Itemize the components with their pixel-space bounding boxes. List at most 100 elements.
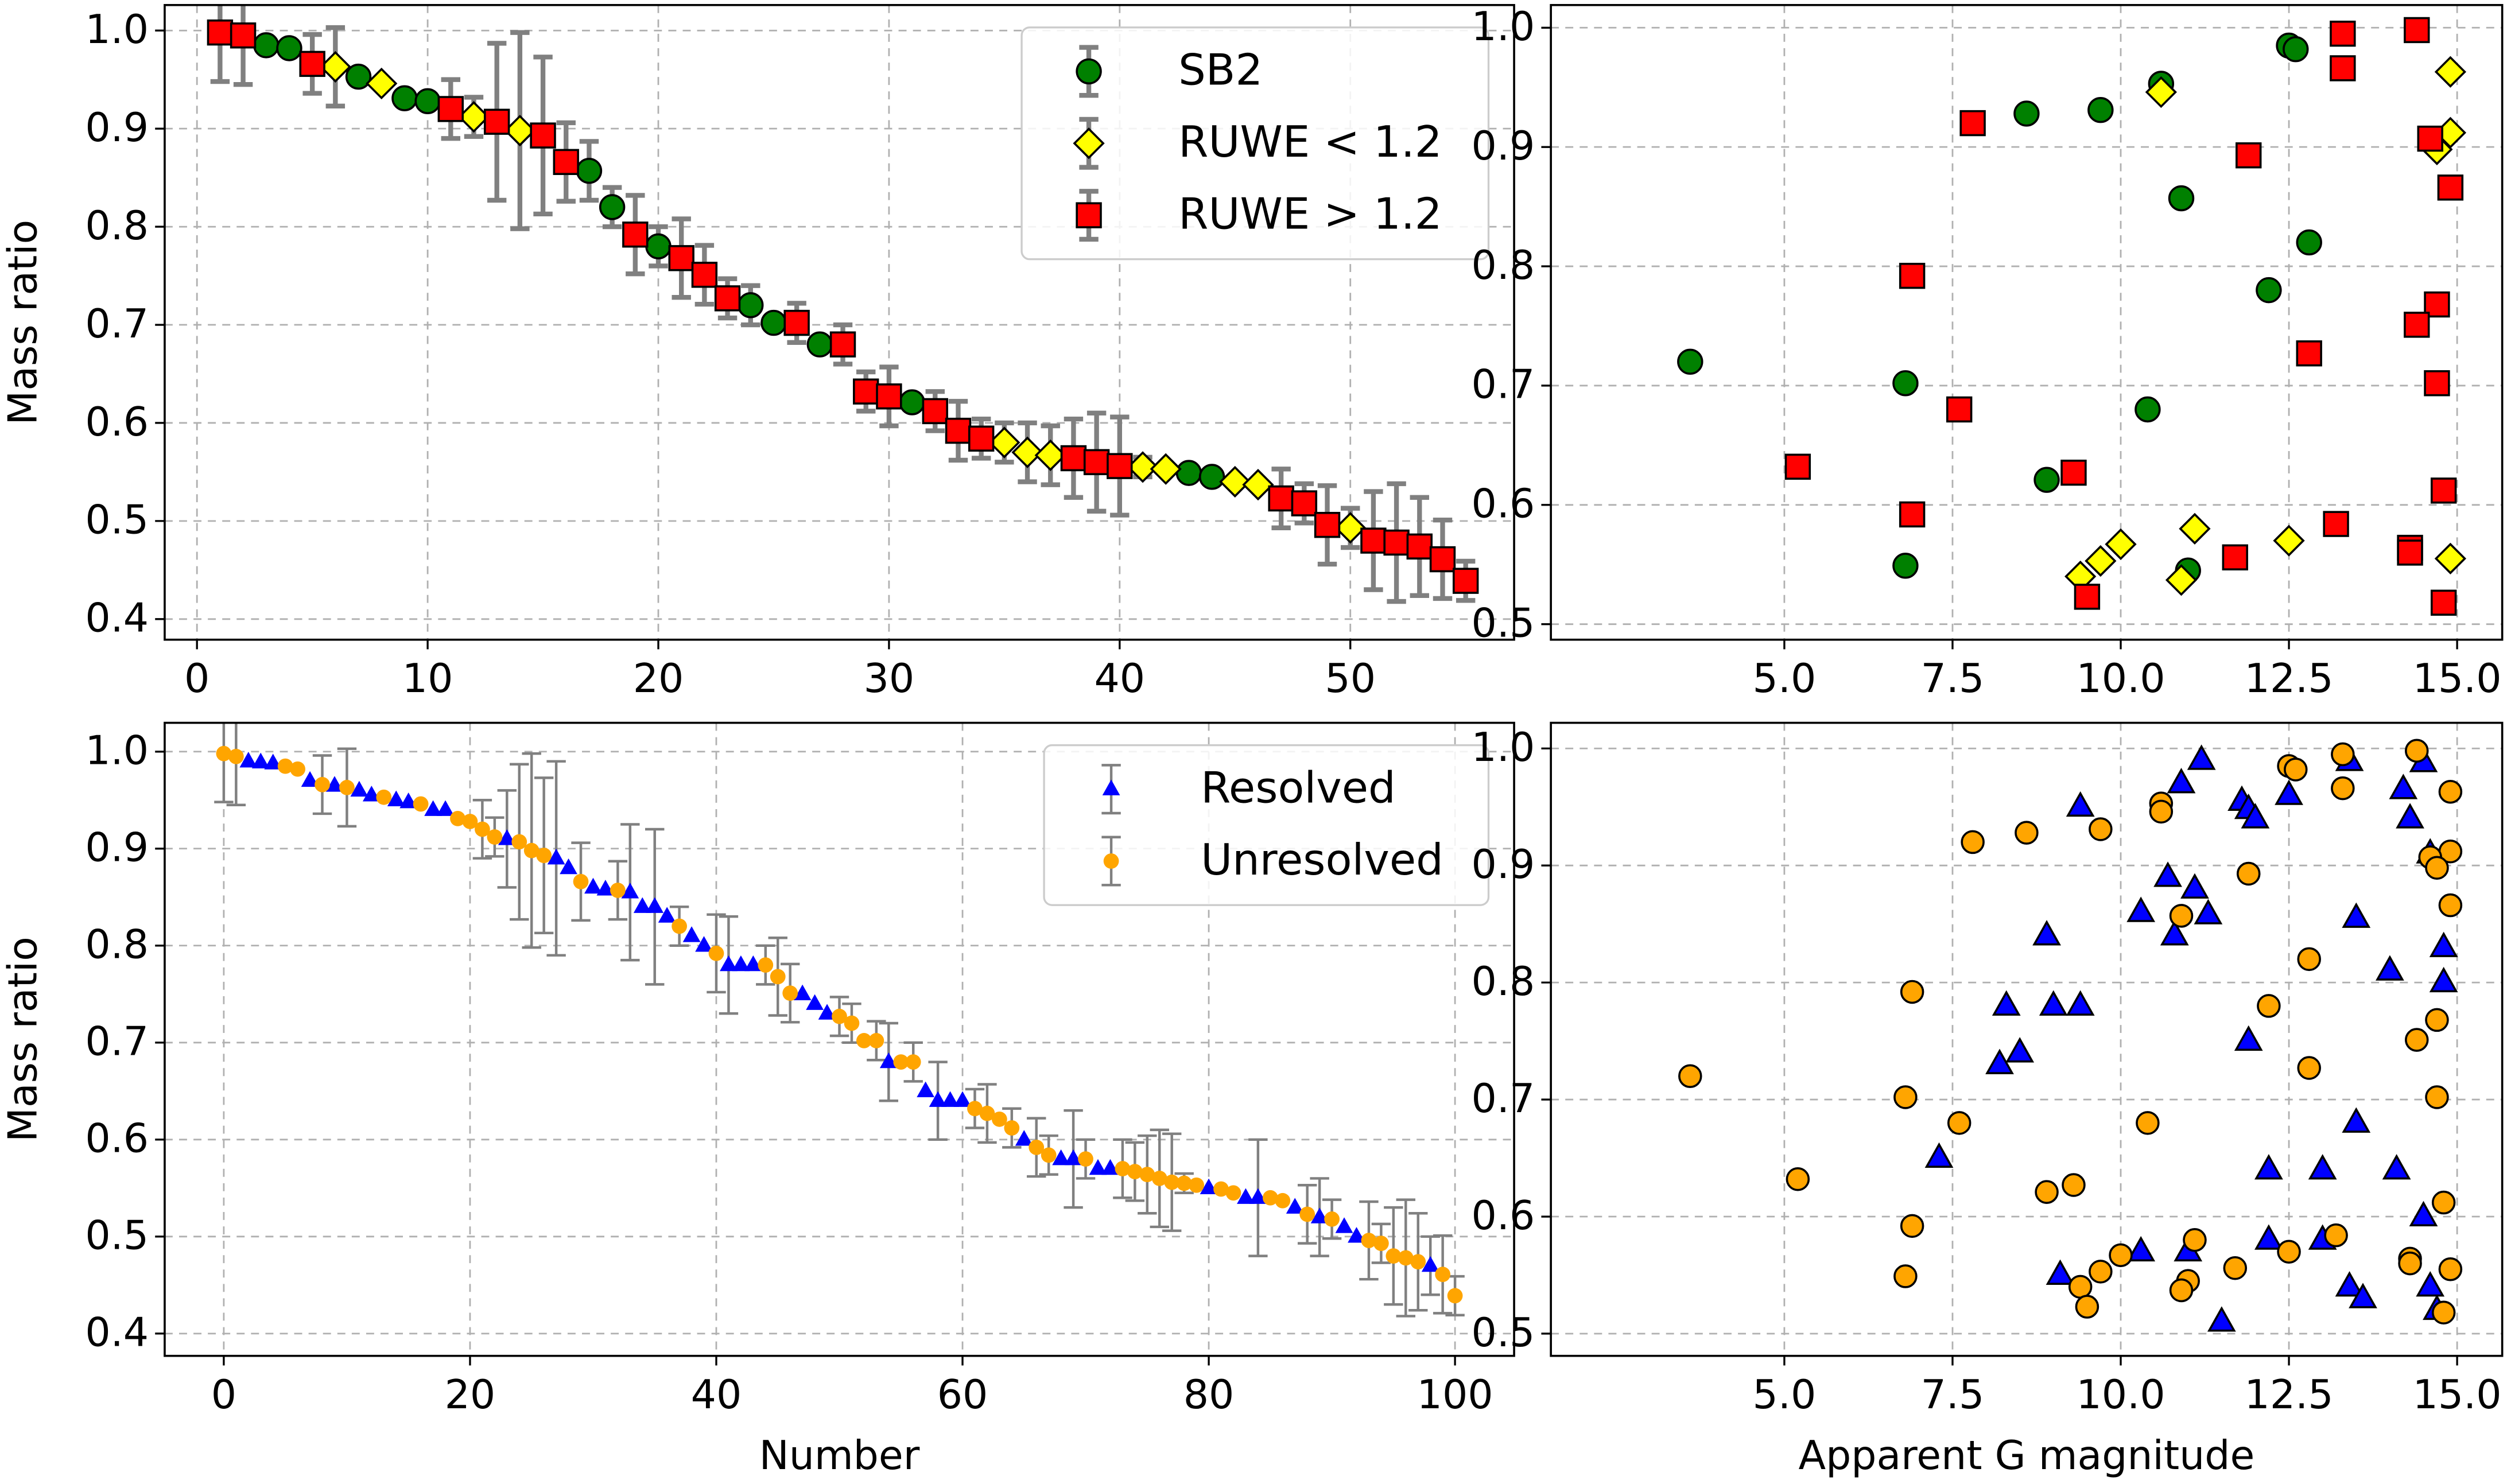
- y-tick-label: 0.4: [85, 595, 149, 642]
- marker: [207, 19, 234, 46]
- marker: [2389, 774, 2418, 799]
- marker: [2425, 856, 2449, 880]
- marker: [2430, 477, 2457, 504]
- marker: [899, 389, 925, 415]
- marker: [1893, 1264, 1918, 1288]
- x-tick-label: 40: [691, 1372, 742, 1418]
- marker: [2109, 1243, 2133, 1268]
- marker: [573, 873, 589, 889]
- marker: [708, 945, 724, 961]
- y-tick-label: 0.8: [85, 203, 149, 249]
- marker: [829, 331, 856, 358]
- marker: [2331, 742, 2355, 767]
- marker: [793, 984, 812, 1000]
- marker: [1892, 370, 1919, 397]
- marker: [2409, 1201, 2438, 1226]
- marker: [2180, 873, 2209, 899]
- x-tick-label: 7.5: [1921, 655, 1985, 702]
- legend-marker: [1076, 202, 1102, 228]
- marker: [1127, 1164, 1143, 1179]
- marker: [1262, 1190, 1278, 1206]
- marker: [2236, 142, 2262, 169]
- marker: [806, 994, 824, 1010]
- marker: [277, 758, 293, 774]
- y-tick-label: 0.9: [85, 104, 149, 151]
- axes-frame: [164, 721, 1515, 1357]
- marker: [2424, 370, 2450, 397]
- marker: [345, 63, 372, 90]
- legend-marker: [1102, 779, 1120, 795]
- marker: [1064, 1149, 1082, 1166]
- marker: [720, 955, 738, 972]
- marker: [988, 426, 1020, 459]
- marker: [2297, 1056, 2321, 1080]
- marker: [462, 814, 478, 829]
- marker: [1139, 1167, 1155, 1183]
- legend-label: Resolved: [1201, 762, 1396, 813]
- marker: [2324, 1223, 2348, 1248]
- marker: [253, 32, 280, 59]
- marker: [511, 834, 527, 850]
- marker: [2223, 1256, 2248, 1280]
- marker: [299, 50, 325, 77]
- marker: [2342, 1107, 2371, 1133]
- marker: [475, 821, 490, 837]
- marker: [695, 936, 713, 952]
- marker: [2323, 511, 2349, 537]
- marker: [2404, 17, 2430, 44]
- marker: [2087, 97, 2114, 123]
- marker: [818, 1004, 836, 1020]
- x-tick-label: 0: [184, 655, 209, 702]
- marker: [1324, 1211, 1340, 1227]
- marker: [621, 883, 639, 899]
- marker: [1286, 1198, 1304, 1214]
- marker: [1677, 348, 1703, 375]
- marker: [2331, 776, 2355, 801]
- y-tick-label: 0.9: [85, 825, 149, 871]
- marker: [264, 753, 282, 770]
- marker: [2296, 229, 2322, 256]
- y-tick-label: 0.8: [1472, 958, 1535, 1005]
- plot-area: [207, 5, 1479, 604]
- marker: [879, 1052, 898, 1069]
- marker: [2342, 902, 2371, 928]
- marker: [1011, 436, 1043, 468]
- marker: [2015, 821, 2039, 845]
- marker: [584, 877, 602, 894]
- marker: [553, 149, 579, 175]
- marker: [856, 1033, 872, 1048]
- y-tick-label: 1.0: [85, 728, 149, 774]
- marker: [1435, 1267, 1451, 1283]
- x-tick-label: 0: [211, 1372, 236, 1418]
- marker: [2039, 990, 2068, 1016]
- marker: [2382, 1154, 2411, 1180]
- marker: [560, 858, 577, 875]
- marker: [2005, 1037, 2035, 1063]
- marker: [2416, 1271, 2445, 1297]
- y-tick-label: 0.8: [85, 922, 149, 968]
- marker: [2330, 20, 2356, 47]
- marker: [2032, 920, 2061, 946]
- marker: [929, 1091, 947, 1107]
- panel: 0 10 20 30 40 50 0.4 0.5 0.6 0.7 0.8 0.9 1.0 Mass rat…: [0, 3, 1515, 702]
- marker: [437, 96, 464, 122]
- marker: [2284, 757, 2308, 782]
- marker: [2376, 955, 2404, 981]
- marker: [2431, 1190, 2456, 1215]
- marker: [2254, 1224, 2283, 1250]
- marker: [2430, 589, 2457, 616]
- marker: [319, 50, 351, 83]
- marker: [1107, 453, 1133, 479]
- marker: [1189, 1177, 1204, 1193]
- y-tick-label: 0.5: [1472, 600, 1535, 647]
- marker: [853, 378, 879, 405]
- y-tick-label: 0.6: [85, 399, 149, 445]
- marker: [2222, 544, 2248, 570]
- marker: [599, 194, 626, 220]
- marker: [2179, 512, 2211, 545]
- marker: [228, 748, 244, 764]
- x-axis-label: Number: [759, 1432, 920, 1479]
- marker: [276, 35, 302, 61]
- legend-label: SB2: [1178, 45, 1263, 95]
- marker: [1947, 1111, 1972, 1135]
